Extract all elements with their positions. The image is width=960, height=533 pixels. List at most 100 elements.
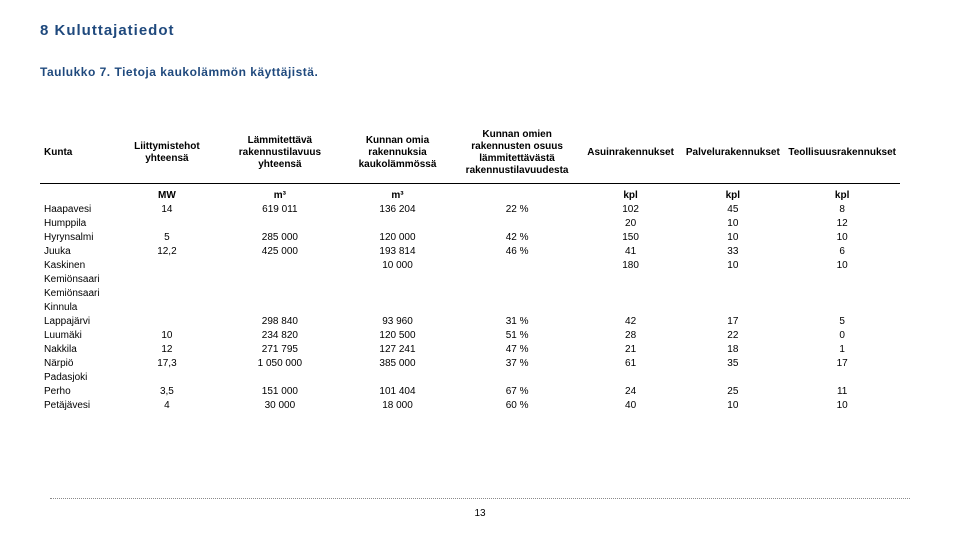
section-title: 8 Kuluttajatiedot: [40, 22, 900, 39]
table-row: Kemiönsaari: [40, 287, 900, 301]
row-label: Kemiönsaari: [40, 273, 115, 287]
data-cell: [341, 217, 455, 231]
data-cell: 14: [115, 203, 219, 217]
row-label: Luumäki: [40, 329, 115, 343]
data-cell: 47 %: [454, 343, 579, 357]
row-label: Kinnula: [40, 301, 115, 315]
data-cell: [219, 259, 341, 273]
table-caption: Taulukko 7. Tietoja kaukolämmön käyttäji…: [40, 65, 900, 79]
row-label: Humppila: [40, 217, 115, 231]
data-cell: 120 000: [341, 231, 455, 245]
data-cell: [454, 301, 579, 315]
data-cell: 385 000: [341, 357, 455, 371]
data-cell: [219, 287, 341, 301]
data-cell: 10: [681, 259, 784, 273]
data-cell: [341, 371, 455, 385]
data-cell: 151 000: [219, 385, 341, 399]
data-cell: [681, 301, 784, 315]
data-cell: 5: [784, 315, 900, 329]
unit-cell: kpl: [681, 184, 784, 204]
table-row: Kinnula: [40, 301, 900, 315]
data-cell: 25: [681, 385, 784, 399]
table-row: Haapavesi14619 011136 20422 %102458: [40, 203, 900, 217]
data-cell: 18: [681, 343, 784, 357]
unit-row: MW m³ m³ kpl kpl kpl: [40, 184, 900, 204]
data-cell: 45: [681, 203, 784, 217]
data-cell: [580, 371, 682, 385]
data-cell: 22 %: [454, 203, 579, 217]
data-cell: 67 %: [454, 385, 579, 399]
data-cell: 37 %: [454, 357, 579, 371]
table-row: Perho3,5151 000101 40467 %242511: [40, 385, 900, 399]
table-row: Nakkila12271 795127 24147 %21181: [40, 343, 900, 357]
data-cell: 10: [784, 231, 900, 245]
data-cell: 150: [580, 231, 682, 245]
data-cell: [115, 301, 219, 315]
data-cell: 127 241: [341, 343, 455, 357]
data-cell: 298 840: [219, 315, 341, 329]
data-cell: [454, 273, 579, 287]
data-cell: 1: [784, 343, 900, 357]
data-cell: 30 000: [219, 399, 341, 413]
data-cell: [784, 273, 900, 287]
row-label: Närpiö: [40, 357, 115, 371]
data-cell: [580, 273, 682, 287]
data-cell: 271 795: [219, 343, 341, 357]
data-cell: 10: [681, 231, 784, 245]
data-cell: 42: [580, 315, 682, 329]
data-cell: [454, 217, 579, 231]
data-cell: 17: [784, 357, 900, 371]
table-row: Kaskinen10 0001801010: [40, 259, 900, 273]
data-cell: [115, 217, 219, 231]
data-cell: 120 500: [341, 329, 455, 343]
col-header: Teollisuusrakennukset: [784, 123, 900, 184]
data-cell: 60 %: [454, 399, 579, 413]
data-cell: 61: [580, 357, 682, 371]
data-cell: 17,3: [115, 357, 219, 371]
data-cell: 31 %: [454, 315, 579, 329]
data-cell: [219, 301, 341, 315]
data-cell: 17: [681, 315, 784, 329]
data-cell: 3,5: [115, 385, 219, 399]
row-label: Lappajärvi: [40, 315, 115, 329]
data-cell: [580, 301, 682, 315]
unit-cell: [454, 184, 579, 204]
data-cell: 22: [681, 329, 784, 343]
table-row: Närpiö17,31 050 000385 00037 %613517: [40, 357, 900, 371]
data-cell: 1 050 000: [219, 357, 341, 371]
data-cell: [115, 259, 219, 273]
col-header: Lämmitettävä rakennustilavuus yhteensä: [219, 123, 341, 184]
data-cell: 193 814: [341, 245, 455, 259]
unit-cell: m³: [219, 184, 341, 204]
data-cell: 12,2: [115, 245, 219, 259]
data-cell: 619 011: [219, 203, 341, 217]
unit-cell: MW: [115, 184, 219, 204]
data-cell: 11: [784, 385, 900, 399]
data-cell: 234 820: [219, 329, 341, 343]
data-cell: 10 000: [341, 259, 455, 273]
col-header: Kunnan omia rakennuksia kaukolämmössä: [341, 123, 455, 184]
data-cell: 20: [580, 217, 682, 231]
data-cell: [454, 371, 579, 385]
data-cell: 101 404: [341, 385, 455, 399]
data-cell: 46 %: [454, 245, 579, 259]
table-row: Luumäki10234 820120 50051 %28220: [40, 329, 900, 343]
data-cell: 10: [115, 329, 219, 343]
data-cell: [115, 371, 219, 385]
data-cell: [341, 301, 455, 315]
data-cell: [580, 287, 682, 301]
data-cell: 5: [115, 231, 219, 245]
data-cell: 136 204: [341, 203, 455, 217]
row-label: Hyrynsalmi: [40, 231, 115, 245]
page-number: 13: [0, 508, 960, 519]
data-cell: [219, 217, 341, 231]
row-label: Padasjoki: [40, 371, 115, 385]
dotted-rule: [50, 498, 910, 499]
row-label: Petäjävesi: [40, 399, 115, 413]
data-cell: 18 000: [341, 399, 455, 413]
row-label: Nakkila: [40, 343, 115, 357]
data-cell: [115, 287, 219, 301]
table-row: Hyrynsalmi5285 000120 00042 %1501010: [40, 231, 900, 245]
data-cell: 41: [580, 245, 682, 259]
row-label: Kemiönsaari: [40, 287, 115, 301]
